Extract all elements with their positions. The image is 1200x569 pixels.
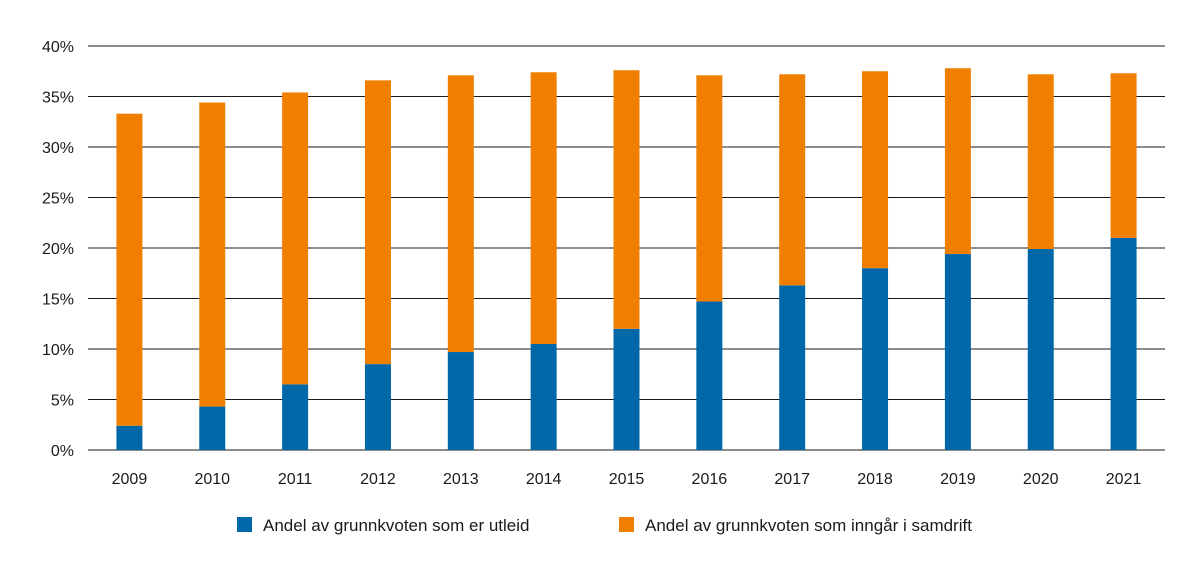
legend-swatch-utleid — [237, 517, 252, 532]
bar-utleid-2018 — [862, 268, 889, 450]
x-tick-label: 2021 — [1106, 471, 1142, 488]
x-tick-label: 2013 — [443, 471, 479, 488]
x-tick-label: 2010 — [194, 471, 230, 488]
bar-samdrift-2017 — [779, 74, 806, 286]
y-tick-label: 20% — [42, 241, 74, 258]
x-tick-label: 2018 — [857, 471, 893, 488]
x-tick-label: 2019 — [940, 471, 976, 488]
bar-samdrift-2016 — [696, 75, 723, 302]
bar-samdrift-2020 — [1027, 74, 1054, 250]
y-tick-label: 10% — [42, 342, 74, 359]
bar-utleid-2015 — [613, 328, 640, 450]
y-tick-label: 30% — [42, 140, 74, 157]
bar-samdrift-2019 — [944, 68, 971, 255]
bar-utleid-2011 — [282, 384, 309, 450]
y-tick-label: 15% — [42, 292, 74, 309]
bar-utleid-2012 — [364, 364, 391, 450]
bar-utleid-2020 — [1027, 249, 1054, 450]
y-axis: 0% 5% 10% 15% 20% 25% 30% 35% 40% — [42, 39, 74, 460]
bar-samdrift-2010 — [199, 102, 226, 407]
y-tick-label: 35% — [42, 90, 74, 107]
x-tick-label: 2014 — [526, 471, 562, 488]
y-tick-label: 40% — [42, 39, 74, 56]
bar-utleid-2014 — [530, 343, 557, 450]
bar-utleid-2016 — [696, 301, 723, 450]
x-tick-label: 2012 — [360, 471, 396, 488]
x-tick-label: 2016 — [692, 471, 728, 488]
legend-label-utleid: Andel av grunnkvoten som er utleid — [263, 516, 530, 535]
bar-samdrift-2014 — [530, 72, 557, 344]
bar-utleid-2021 — [1110, 237, 1137, 450]
y-tick-label: 0% — [51, 443, 74, 460]
legend-label-samdrift: Andel av grunnkvoten som inngår i samdri… — [645, 516, 972, 535]
bar-samdrift-2013 — [447, 75, 474, 353]
bar-samdrift-2018 — [862, 71, 889, 269]
legend: Andel av grunnkvoten som er utleid Andel… — [237, 516, 972, 535]
y-tick-label: 25% — [42, 191, 74, 208]
x-tick-label: 2020 — [1023, 471, 1059, 488]
bar-samdrift-2009 — [116, 113, 143, 426]
legend-swatch-samdrift — [619, 517, 634, 532]
bar-utleid-2010 — [199, 406, 226, 450]
x-tick-label: 2011 — [278, 471, 313, 488]
x-tick-label: 2015 — [609, 471, 645, 488]
y-tick-label: 5% — [51, 393, 74, 410]
x-tick-label: 2009 — [112, 471, 148, 488]
bar-utleid-2013 — [447, 352, 474, 450]
x-tick-label: 2017 — [774, 471, 810, 488]
bar-utleid-2019 — [944, 254, 971, 450]
x-axis: 2009 2010 2011 2012 2013 2014 2015 2016 2017 2018… — [112, 471, 1142, 488]
bars — [116, 68, 1137, 450]
bar-utleid-2009 — [116, 425, 143, 450]
bar-samdrift-2021 — [1110, 73, 1137, 238]
bar-utleid-2017 — [779, 285, 806, 450]
bar-samdrift-2015 — [613, 70, 640, 329]
bar-samdrift-2011 — [282, 92, 309, 385]
bar-samdrift-2012 — [364, 80, 391, 365]
